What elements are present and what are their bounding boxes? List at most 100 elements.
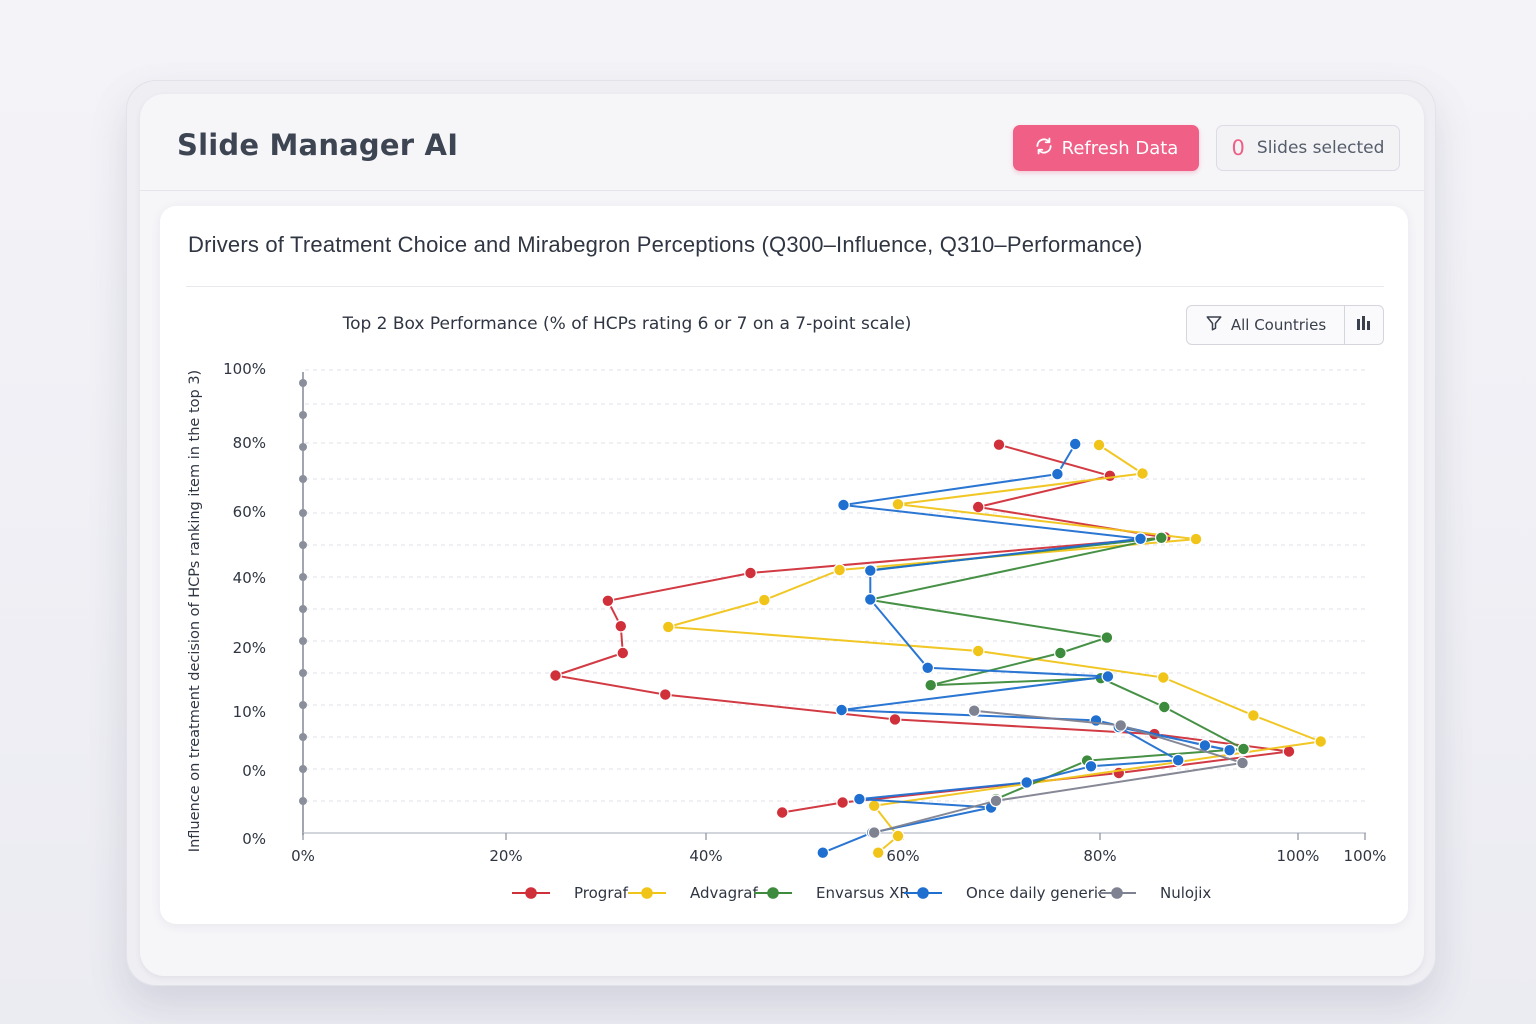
y-axis-marker (299, 411, 307, 419)
point-once-daily-generic (837, 498, 850, 512)
point-nulojix (1114, 719, 1128, 732)
card-divider (186, 286, 1384, 287)
point-once-daily-generic (1051, 467, 1064, 481)
point-once-daily-generic (1084, 759, 1098, 773)
point-advagraf (891, 497, 905, 511)
y-tick-label: 40% (233, 569, 266, 587)
x-tick-label: 80% (1083, 847, 1116, 865)
point-once-daily-generic (863, 564, 877, 578)
selected-label: Slides selected (1256, 138, 1385, 158)
point-envarsus-xr (1157, 700, 1171, 714)
card-title: Drivers of Treatment Choice and Mirabegr… (188, 232, 1143, 257)
refresh-icon (1034, 136, 1054, 161)
y-tick-label: 10% (233, 703, 266, 721)
point-advagraf (661, 620, 675, 634)
point-once-daily-generic (1134, 532, 1147, 546)
y-tick-label: 80% (233, 434, 266, 452)
point-prograf (616, 646, 630, 660)
country-filter-label: All Countries (1230, 316, 1327, 334)
y-tick-label: 0% (242, 762, 266, 780)
legend-marker-prograf (525, 887, 537, 899)
legend-marker-nulojix (1111, 887, 1123, 899)
filter-separator (1344, 306, 1345, 344)
point-nulojix (1236, 756, 1249, 770)
point-advagraf (1314, 735, 1328, 748)
point-advagraf (891, 829, 905, 843)
legend-marker-envarsus-xr (767, 887, 779, 899)
y-axis-marker (299, 541, 307, 549)
point-once-daily-generic (921, 661, 935, 675)
point-once-daily-generic (863, 593, 877, 606)
x-tick-label: 40% (689, 847, 722, 865)
y-axis-marker (299, 669, 307, 677)
point-envarsus-xr (1100, 631, 1114, 645)
y-tick-label: 100% (223, 360, 266, 378)
chart-card: Drivers of Treatment Choice and Mirabegr… (160, 206, 1408, 924)
country-filter: All Countries (1186, 305, 1384, 345)
x-tick-label: 20% (489, 847, 522, 865)
point-once-daily-generic (1171, 753, 1185, 767)
point-once-daily-generic (816, 846, 830, 860)
x-tick-label: 100% (1344, 847, 1387, 865)
y-axis-marker (299, 733, 307, 741)
y-tick-label: 0% (242, 830, 266, 848)
point-advagraf (1136, 467, 1149, 480)
y-axis-marker (299, 765, 307, 773)
chart-series (549, 437, 1328, 860)
point-prograf (1103, 469, 1117, 483)
point-once-daily-generic (1020, 776, 1034, 789)
y-tick-label: 20% (233, 639, 266, 657)
x-tick-label: 0% (291, 847, 315, 865)
point-prograf (992, 438, 1006, 452)
legend-label-nulojix: Nulojix (1160, 884, 1211, 902)
point-prograf (744, 566, 757, 580)
point-advagraf (1189, 532, 1203, 546)
chart-legend: Prograf Advagraf Envarsus XR Once daily gen… (512, 884, 1211, 902)
bar-chart-icon (1356, 316, 1372, 334)
y-axis-marker (299, 509, 307, 517)
point-prograf (601, 594, 615, 608)
point-once-daily-generic (1068, 437, 1082, 451)
chart-type-button[interactable] (1345, 306, 1383, 344)
x-tick-label: 100% (1277, 847, 1320, 865)
y-axis-marker (299, 475, 307, 483)
refresh-data-button[interactable]: Refresh Data (1013, 125, 1199, 171)
point-advagraf (1246, 709, 1260, 722)
line-chart: Top 2 Box Performance (% of HCPs rating … (187, 314, 1387, 902)
chart-grid (305, 369, 1368, 802)
point-advagraf (1156, 671, 1170, 684)
point-prograf (888, 713, 902, 726)
filter-icon (1205, 314, 1223, 336)
legend-label-once-daily-generic: Once daily generic (966, 884, 1106, 902)
point-nulojix (989, 794, 1003, 808)
app-title: Slide Manager AI (177, 128, 459, 162)
point-advagraf (971, 644, 985, 658)
y-axis-marker (299, 637, 307, 645)
legend-marker-advagraf (641, 887, 653, 899)
point-prograf (775, 806, 789, 819)
point-advagraf (867, 799, 881, 813)
app-header: Slide Manager AI Refresh Data 0 Slides s… (140, 94, 1424, 191)
refresh-data-label: Refresh Data (1061, 137, 1179, 159)
series-line-advagraf (667, 444, 1322, 854)
point-advagraf (757, 593, 771, 607)
point-prograf (971, 500, 985, 514)
series-line-prograf (554, 443, 1290, 814)
legend-label-advagraf: Advagraf (690, 884, 758, 902)
selected-count: 0 (1231, 136, 1245, 160)
point-prograf (1112, 766, 1126, 780)
point-once-daily-generic (853, 792, 866, 806)
y-axis-label: Influence on treatment decision of HCPs … (187, 370, 203, 852)
y-axis-marker (299, 605, 307, 613)
point-nulojix (967, 704, 981, 718)
point-envarsus-xr (1054, 646, 1067, 660)
point-once-daily-generic (1101, 670, 1115, 683)
legend-label-prograf: Prograf (574, 884, 629, 902)
point-advagraf (833, 563, 846, 577)
point-advagraf (1092, 438, 1106, 452)
point-nulojix (867, 826, 881, 839)
x-tick-label: 60% (886, 847, 919, 865)
country-filter-button[interactable]: All Countries (1187, 306, 1344, 344)
point-prograf (549, 669, 562, 682)
point-prograf (658, 688, 672, 702)
